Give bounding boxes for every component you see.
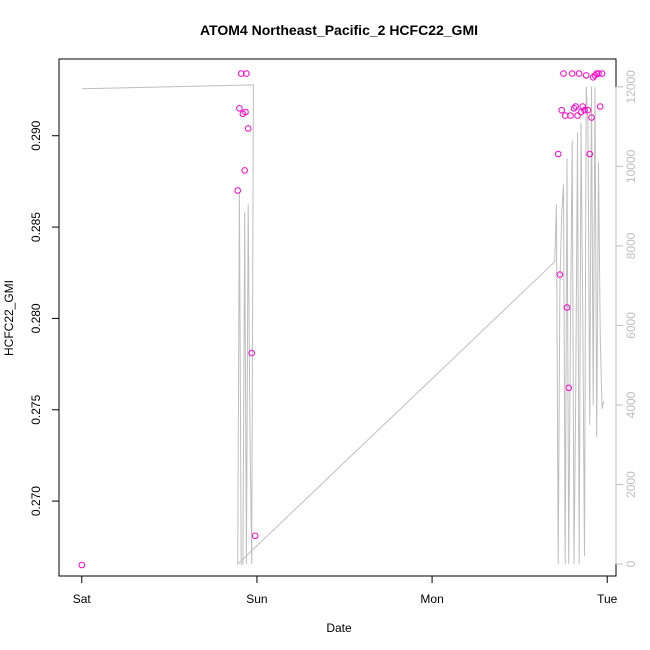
- y-tick-label: 0.280: [29, 303, 43, 333]
- y2-axis: 0 2000 4000 6000 8000 10000 12000: [615, 70, 638, 567]
- data-point: [595, 70, 602, 77]
- y2-tick-label: 2000: [624, 471, 638, 498]
- data-point: [598, 70, 606, 77]
- y2-tick-label: 12000: [624, 70, 638, 104]
- data-point: [574, 112, 581, 119]
- data-point: [589, 74, 597, 81]
- data-point: [241, 167, 248, 174]
- data-point: [581, 106, 588, 114]
- x-axis-label: Date: [326, 621, 352, 635]
- y-tick-label: 0.275: [29, 394, 43, 424]
- data-point: [554, 150, 562, 158]
- data-point: [242, 108, 249, 116]
- y-axis: 0.270 0.275 0.280 0.285 0.290: [29, 120, 60, 516]
- y2-tick-label: 10000: [624, 149, 638, 183]
- data-point: [560, 70, 567, 77]
- data-point: [586, 150, 594, 158]
- data-point: [570, 105, 578, 112]
- y-tick-label: 0.285: [29, 212, 43, 242]
- y-tick-label: 0.270: [29, 486, 43, 516]
- data-point: [575, 70, 583, 77]
- y-tick-label: 0.290: [29, 120, 43, 150]
- x-tick-label: Sun: [246, 592, 267, 606]
- data-point: [556, 271, 564, 278]
- data-point: [234, 187, 241, 194]
- data-point: [591, 72, 599, 79]
- data-point: [584, 106, 592, 114]
- chart-title: ATOM4 Northeast_Pacific_2 HCFC22_GMI: [200, 22, 478, 38]
- x-tick-label: Tue: [597, 592, 618, 606]
- data-point: [565, 384, 573, 392]
- data-point: [251, 532, 259, 540]
- data-point: [582, 72, 590, 79]
- y2-tick-label: 8000: [624, 232, 638, 259]
- data-point: [568, 70, 576, 77]
- data-point: [236, 105, 243, 112]
- data-point: [78, 561, 86, 569]
- data-point: [248, 349, 255, 357]
- x-tick-label: Mon: [420, 592, 443, 606]
- x-axis: Sat Sun Mon Tue: [73, 575, 618, 606]
- data-point: [561, 112, 569, 119]
- points-series: [78, 70, 606, 569]
- data-point: [588, 114, 595, 121]
- y2-tick-label: 0: [624, 560, 638, 567]
- altitude-line: [81, 84, 605, 566]
- data-point: [572, 103, 580, 110]
- plot-frame: [58, 58, 617, 577]
- y-axis-label: HCFC22_GMI: [2, 280, 16, 356]
- data-point: [596, 103, 604, 110]
- data-point: [579, 103, 587, 110]
- altitude-series: [81, 84, 605, 566]
- y2-tick-label: 6000: [624, 312, 638, 339]
- data-point: [244, 125, 252, 132]
- data-point: [558, 106, 566, 114]
- y2-tick-label: 4000: [624, 391, 638, 418]
- data-point: [567, 112, 574, 119]
- x-tick-label: Sat: [73, 592, 92, 606]
- data-point: [243, 70, 250, 77]
- data-point: [563, 304, 571, 311]
